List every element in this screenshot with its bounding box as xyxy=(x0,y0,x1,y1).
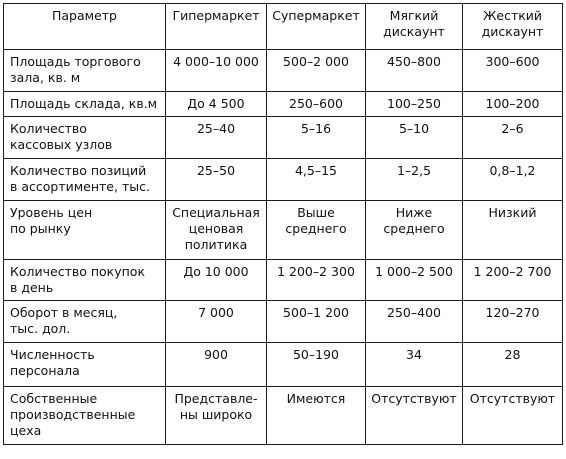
table-cell: 1 000–2 500 xyxy=(365,259,463,301)
table-row: Площадь склада, кв.м До 4 500 250–600 10… xyxy=(3,91,563,117)
table-cell: До 4 500 xyxy=(165,91,267,117)
table-cell: 25–40 xyxy=(165,116,267,159)
row-label: Площадь склада, кв.м xyxy=(3,91,166,117)
table-cell: 4 000–10 000 xyxy=(165,49,267,92)
row-label: Количество кассовых узлов xyxy=(3,116,166,159)
table-cell: 1 200–2 700 xyxy=(462,259,563,301)
table-cell: 500–2 000 xyxy=(266,49,366,92)
table-cell: 5–10 xyxy=(365,116,463,159)
row-label: Уровень цен по рынку xyxy=(3,200,166,260)
table-row: Уровень цен по рынку Специальная ценовая… xyxy=(3,200,563,260)
header-cell-supermarket: Супермаркет xyxy=(266,3,366,50)
table-row: Количество кассовых узлов 25–40 5–16 5–1… xyxy=(3,116,563,159)
table-cell: 34 xyxy=(365,342,463,387)
header-cell-hard-discount: Жесткий дискаунт xyxy=(462,3,563,50)
table-cell: До 10 000 xyxy=(165,259,267,301)
table-cell: 500–1 200 xyxy=(266,300,366,343)
table-row: Численность персонала 900 50–190 34 28 xyxy=(3,342,563,387)
row-label: Численность персонала xyxy=(3,342,166,387)
table-cell: 250–400 xyxy=(365,300,463,343)
table-cell: 250–600 xyxy=(266,91,366,117)
table-cell: 100–200 xyxy=(462,91,563,117)
table-cell: 7 000 xyxy=(165,300,267,343)
table-cell: Представле- ны широко xyxy=(165,386,267,445)
row-label: Количество позиций в ассортименте, тыс. xyxy=(3,158,166,201)
table-cell: Ниже среднего xyxy=(365,200,463,260)
table-cell: 2–6 xyxy=(462,116,563,159)
table-cell: 300–600 xyxy=(462,49,563,92)
header-cell-parameter: Параметр xyxy=(3,3,166,50)
header-row: Параметр Гипермаркет Супермаркет Мягкий … xyxy=(3,3,563,50)
table-cell: Низкий xyxy=(462,200,563,260)
table-row: Площадь торгового зала, кв. м 4 000–10 0… xyxy=(3,49,563,92)
table-cell: 450–800 xyxy=(365,49,463,92)
row-label: Собственные производственные цеха xyxy=(3,386,166,445)
table-cell: 50–190 xyxy=(266,342,366,387)
table-cell: 1 200–2 300 xyxy=(266,259,366,301)
table-cell: Специальная ценовая политика xyxy=(165,200,267,260)
table-cell: 25–50 xyxy=(165,158,267,201)
table-cell: Отсутствуют xyxy=(365,386,463,445)
table-cell: 100–250 xyxy=(365,91,463,117)
table-row: Оборот в месяц, тыс. дол. 7 000 500–1 20… xyxy=(3,300,563,343)
table-row: Собственные производственные цеха Предст… xyxy=(3,386,563,445)
header-cell-hypermarket: Гипермаркет xyxy=(165,3,267,50)
table-cell: Отсутствуют xyxy=(462,386,563,445)
table-cell: 28 xyxy=(462,342,563,387)
row-label: Количество покупок в день xyxy=(3,259,166,301)
table-cell: 0,8–1,2 xyxy=(462,158,563,201)
table-cell: 1–2,5 xyxy=(365,158,463,201)
table-cell: 900 xyxy=(165,342,267,387)
row-label: Площадь торгового зала, кв. м xyxy=(3,49,166,92)
store-formats-table: Параметр Гипермаркет Супермаркет Мягкий … xyxy=(3,3,563,445)
header-cell-soft-discount: Мягкий дискаунт xyxy=(365,3,463,50)
table-cell: 120–270 xyxy=(462,300,563,343)
table-row: Количество позиций в ассортименте, тыс. … xyxy=(3,158,563,201)
table-cell: 5–16 xyxy=(266,116,366,159)
table-cell: Имеются xyxy=(266,386,366,445)
row-label: Оборот в месяц, тыс. дол. xyxy=(3,300,166,343)
table-row: Количество покупок в день До 10 000 1 20… xyxy=(3,259,563,301)
table-cell: Выше среднего xyxy=(266,200,366,260)
table-cell: 4,5–15 xyxy=(266,158,366,201)
